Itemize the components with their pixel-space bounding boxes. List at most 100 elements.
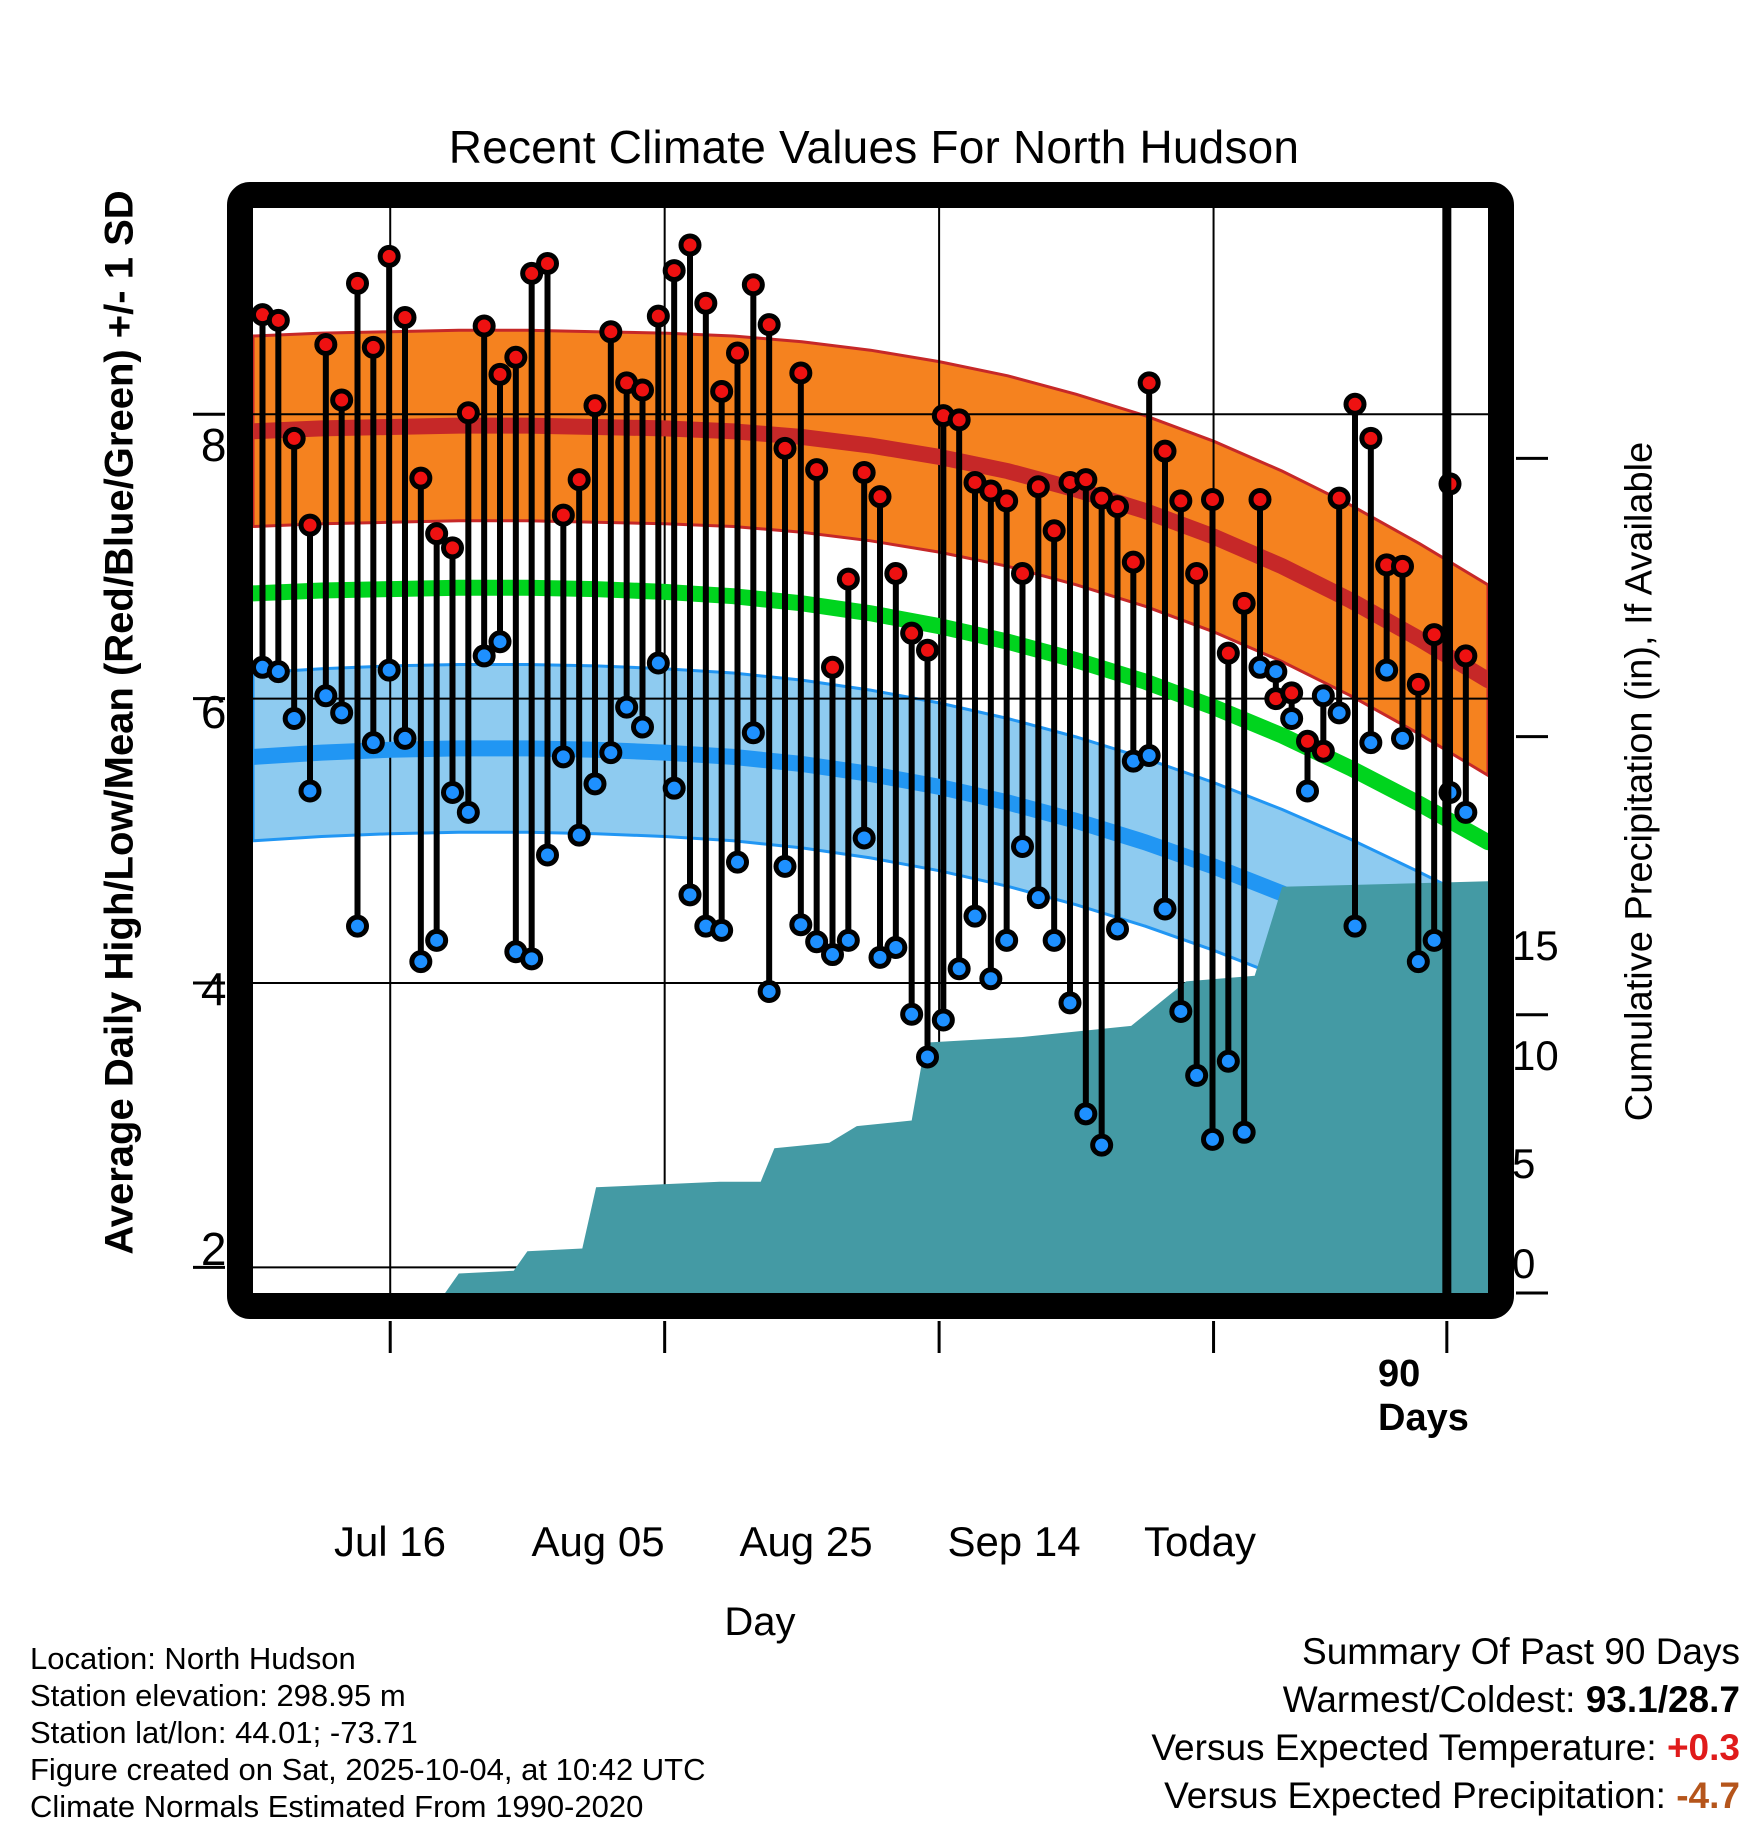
y-tick-right-0: 0 <box>1512 1240 1536 1287</box>
observation-low-marker <box>1216 1049 1240 1073</box>
observation-low-marker <box>441 780 464 804</box>
observation-high-marker <box>1391 554 1414 578</box>
observation-high-marker <box>1090 486 1114 510</box>
observation-low-marker <box>488 630 512 654</box>
observation-high-marker <box>409 466 433 490</box>
observation-high-marker <box>1232 591 1256 615</box>
observation-high-marker <box>631 378 654 402</box>
observation-low-marker <box>805 930 829 954</box>
observation-low-marker <box>1137 743 1161 767</box>
metadata-elevation: Station elevation: 298.95 m <box>30 1678 406 1713</box>
y-tick-right-10: 10 <box>1512 1032 1559 1079</box>
observation-low-marker <box>551 745 575 769</box>
observation-low-marker <box>1391 726 1414 750</box>
observation-low-marker <box>472 644 496 668</box>
observation-high-marker <box>441 536 464 560</box>
cumulative-precipitation-area <box>253 881 1488 1293</box>
observation-high-marker <box>1264 687 1288 711</box>
observation-low-marker <box>646 651 670 675</box>
observation-low-marker <box>773 854 797 878</box>
observation-low-marker <box>900 1002 924 1026</box>
observation-high-marker <box>266 308 290 332</box>
observation-high-marker <box>995 489 1019 513</box>
observation-low-marker <box>536 843 559 867</box>
summary-temp-value: +0.3 <box>1666 1727 1740 1768</box>
observation-low-marker <box>662 776 686 800</box>
observation-high-marker <box>931 404 955 428</box>
observation-high-marker <box>646 304 670 328</box>
y-tick-right-5: 5 <box>1512 1140 1536 1187</box>
observation-high-marker <box>1011 561 1034 585</box>
observation-low-marker <box>1280 707 1304 731</box>
observation-low-marker <box>504 940 528 964</box>
observation-low-marker <box>1422 928 1446 952</box>
observation-high-marker <box>504 345 528 369</box>
observation-high-marker <box>979 479 1003 503</box>
observation-high-marker <box>567 468 591 492</box>
observation-high-marker <box>1327 486 1351 510</box>
summary-warmest-coldest-value: 93.1/28.7 <box>1585 1679 1740 1720</box>
observation-high-marker <box>900 621 924 645</box>
y-tick-right-15: 15 <box>1512 922 1559 969</box>
observation-low-marker <box>1011 834 1034 858</box>
x-axis-label: Day <box>724 1600 796 1644</box>
observation-low-marker <box>346 914 369 938</box>
x-tick-aug-25: Aug 25 <box>739 1518 873 1565</box>
observation-low-marker <box>1343 914 1367 938</box>
observation-high-marker <box>456 401 480 425</box>
period-badge-line2: Days <box>1378 1397 1469 1439</box>
observation-low-marker <box>1248 655 1272 679</box>
observation-high-marker <box>282 426 306 450</box>
observation-high-marker <box>1375 553 1399 577</box>
observation-high-marker <box>821 655 844 679</box>
observation-high-marker <box>314 333 338 357</box>
observation-low-marker <box>868 945 892 969</box>
observation-high-marker <box>488 362 512 386</box>
chart-title: Recent Climate Values For North Hudson <box>448 121 1300 173</box>
observation-high-marker <box>1169 489 1193 513</box>
summary-precip-anomaly: Versus Expected Precipitation: -4.7 <box>1151 1772 1740 1820</box>
normal-low-line <box>245 740 1496 999</box>
observation-low-marker <box>1296 779 1319 803</box>
observation-high-marker <box>741 273 765 297</box>
observation-low-marker <box>314 684 338 708</box>
metadata-created: Figure created on Sat, 2025-10-04, at 10… <box>30 1752 706 1787</box>
observation-low-marker <box>330 701 354 725</box>
observation-high-marker <box>757 313 781 337</box>
observation-low-marker <box>726 850 749 874</box>
observation-low-marker <box>599 741 623 765</box>
observation-high-marker <box>1058 470 1082 494</box>
observation-low-marker <box>678 883 702 907</box>
observation-high-marker <box>1280 681 1304 705</box>
observation-low-marker <box>694 914 718 938</box>
observation-high-marker <box>251 303 274 327</box>
plot-frame <box>227 182 1514 1319</box>
observation-high-marker <box>916 638 939 662</box>
observation-high-marker <box>1454 644 1478 668</box>
observation-high-marker <box>884 561 908 585</box>
observation-high-marker <box>1153 439 1177 463</box>
observation-low-marker <box>836 928 860 952</box>
observation-low-marker <box>1406 950 1430 974</box>
y-tick-left-20: 20 <box>200 1223 252 1275</box>
observation-high-marker <box>520 261 544 285</box>
observation-low-marker <box>852 826 876 850</box>
observation-low-marker <box>1264 660 1288 684</box>
observation-high-marker <box>361 335 385 359</box>
observation-low-marker <box>298 779 322 803</box>
observation-high-marker <box>599 320 623 344</box>
normals-band <box>251 328 1490 779</box>
period-badge-line1: 90 <box>1378 1353 1421 1395</box>
observation-high-marker <box>1137 371 1161 395</box>
summary-panel: Summary Of Past 90 Days Warmest/Coldest:… <box>1151 1628 1740 1820</box>
observation-low-marker <box>1375 658 1399 682</box>
observation-low-marker <box>710 918 734 942</box>
normal-high-line <box>245 417 1496 689</box>
observation-high-marker <box>694 291 718 315</box>
observation-low-marker <box>1106 917 1129 941</box>
observation-low-marker <box>1232 1120 1256 1144</box>
observation-high-marker <box>425 522 449 546</box>
observation-low-marker <box>567 823 591 847</box>
observation-low-marker <box>266 660 290 684</box>
summary-temp-label: Versus Expected Temperature: <box>1151 1727 1657 1768</box>
